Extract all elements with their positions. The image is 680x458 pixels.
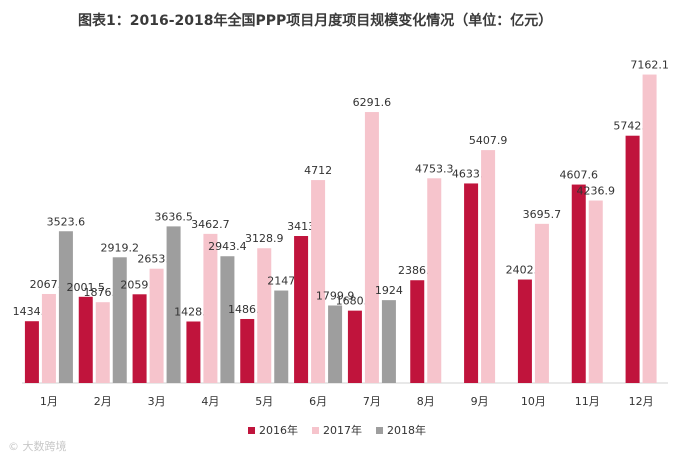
bar-3-5 bbox=[274, 290, 289, 383]
bar-1-5 bbox=[240, 318, 255, 383]
bar-value-label: 2067.2 bbox=[30, 278, 69, 291]
bar-value-label: 4712 bbox=[304, 164, 332, 177]
bar-1-11 bbox=[571, 184, 586, 383]
bar-2-9 bbox=[481, 150, 496, 383]
x-tick-label: 10月 bbox=[521, 395, 546, 408]
bar-value-label: 1799.9 bbox=[316, 289, 355, 302]
bar-value-label: 2653.6 bbox=[137, 253, 176, 266]
bar-2-3 bbox=[149, 268, 164, 383]
bar-1-1 bbox=[24, 321, 39, 383]
bar-value-label: 4753.3 bbox=[415, 162, 454, 175]
bar-3-4 bbox=[220, 256, 235, 383]
x-tick-label: 8月 bbox=[417, 395, 435, 408]
bar-2-12 bbox=[642, 74, 657, 384]
bar-value-label: 3413 bbox=[287, 220, 315, 233]
x-tick-label: 9月 bbox=[471, 395, 489, 408]
bar-1-10 bbox=[517, 279, 532, 383]
bar-value-label: 3462.7 bbox=[191, 218, 230, 231]
bar-2-6 bbox=[311, 180, 326, 383]
legend-item: 2017年 bbox=[312, 422, 362, 438]
bar-2-11 bbox=[588, 200, 603, 383]
legend-label: 2018年 bbox=[387, 424, 426, 437]
bar-value-label: 2147 bbox=[267, 275, 295, 288]
bar-value-label: 3636.5 bbox=[154, 210, 193, 223]
bar-2-1 bbox=[41, 293, 56, 383]
x-tick-label: 6月 bbox=[309, 395, 327, 408]
bar-value-label: 2001.5 bbox=[67, 281, 106, 294]
bar-3-7 bbox=[381, 300, 396, 383]
bar-2-8 bbox=[427, 178, 442, 383]
bar-value-label: 2386.1 bbox=[398, 264, 437, 277]
bar-value-label: 4607.6 bbox=[560, 169, 599, 182]
bar-1-12 bbox=[625, 135, 640, 383]
bar-1-4 bbox=[186, 321, 201, 383]
bar-2-7 bbox=[364, 112, 379, 384]
bar-2-4 bbox=[203, 233, 218, 383]
x-tick-label: 5月 bbox=[255, 395, 273, 408]
legend-item: 2016年 bbox=[248, 422, 298, 438]
bar-1-7 bbox=[347, 310, 362, 383]
legend-swatch bbox=[248, 426, 255, 434]
bar-value-label: 1434.7 bbox=[13, 305, 52, 318]
x-tick-label: 7月 bbox=[363, 395, 381, 408]
legend-label: 2016年 bbox=[259, 424, 298, 437]
bar-value-label: 1924 bbox=[375, 284, 403, 297]
bar-3-3 bbox=[166, 226, 181, 383]
bar-value-label: 1428.1 bbox=[174, 305, 213, 318]
bar-3-2 bbox=[112, 257, 127, 383]
bar-value-label: 2943.4 bbox=[208, 240, 247, 253]
legend-item: 2018年 bbox=[376, 422, 426, 438]
legend: 2016年 2017年 2018年 bbox=[248, 422, 426, 438]
x-tick-label: 4月 bbox=[201, 395, 219, 408]
bar-2-5 bbox=[257, 248, 272, 383]
bar-value-label: 7162.1 bbox=[630, 59, 669, 72]
watermark-text: © 大数跨境 bbox=[8, 440, 67, 453]
x-tick-label: 1月 bbox=[40, 395, 58, 408]
bar-2-2 bbox=[95, 302, 110, 383]
legend-swatch bbox=[376, 426, 383, 434]
bar-1-3 bbox=[132, 294, 147, 383]
x-tick-label: 12月 bbox=[629, 395, 654, 408]
legend-label: 2017年 bbox=[323, 424, 362, 437]
bar-value-label: 5407.9 bbox=[469, 134, 508, 147]
bar-value-label: 6291.6 bbox=[353, 96, 392, 109]
bar-1-2 bbox=[78, 296, 93, 383]
bar-value-label: 1680.1 bbox=[336, 295, 375, 308]
bar-value-label: 3695.7 bbox=[523, 208, 562, 221]
bar-1-9 bbox=[464, 183, 479, 383]
legend-swatch bbox=[312, 426, 319, 434]
bar-value-label: 1876.4 bbox=[84, 286, 123, 299]
bar-value-label: 3523.6 bbox=[47, 215, 86, 228]
bar-value-label: 2402.6 bbox=[506, 264, 545, 277]
bar-2-10 bbox=[534, 223, 549, 383]
bar-value-label: 1486.3 bbox=[228, 303, 267, 316]
x-tick-label: 2月 bbox=[94, 395, 112, 408]
bar-1-8 bbox=[410, 280, 425, 383]
bar-value-label: 4236.9 bbox=[577, 185, 616, 198]
bar-value-label: 4633.6 bbox=[452, 167, 491, 180]
bar-value-label: 2919.2 bbox=[101, 241, 140, 254]
bar-value-label: 5742.1 bbox=[613, 120, 652, 133]
bar-3-1 bbox=[58, 231, 73, 383]
bar-value-label: 3128.9 bbox=[245, 232, 284, 245]
x-tick-label: 3月 bbox=[148, 395, 166, 408]
bar-value-label: 2059.7 bbox=[120, 278, 159, 291]
bar-3-6 bbox=[328, 305, 343, 383]
x-tick-label: 11月 bbox=[575, 395, 600, 408]
chart-title: 图表1：2016-2018年全国PPP项目月度项目规模变化情况（单位：亿元） bbox=[78, 13, 553, 29]
bar-1-6 bbox=[294, 236, 309, 383]
